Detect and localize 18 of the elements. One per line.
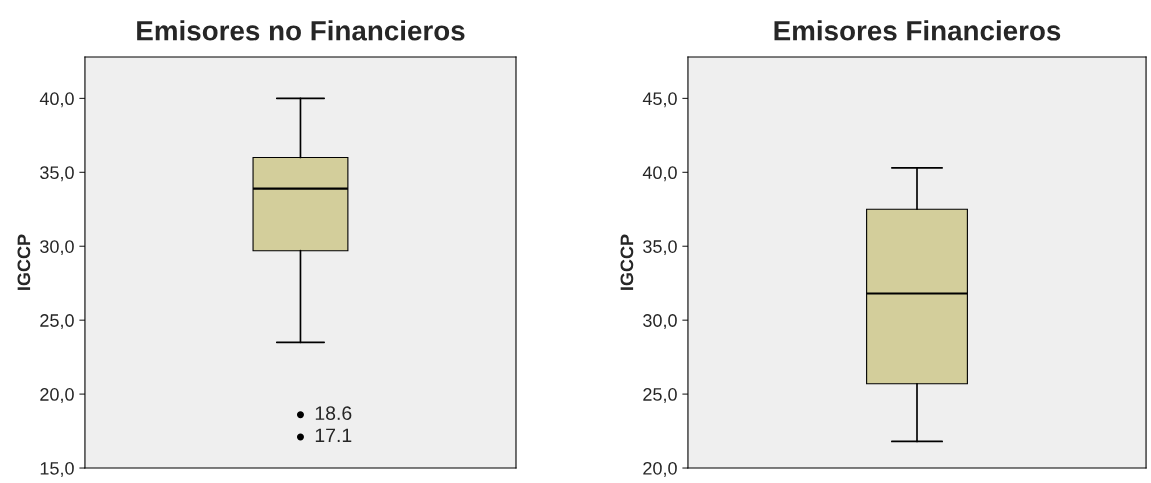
y-tick-label: 35,0: [643, 240, 677, 256]
y-tick-label: 20,0: [643, 461, 677, 477]
y-tick-label: 30,0: [643, 314, 677, 330]
y-tick-label: 20,0: [40, 388, 74, 403]
annotation: 17.1: [315, 428, 352, 443]
y-tick-label: 40,0: [642, 166, 677, 182]
y-tick-label: 35,0: [40, 166, 74, 182]
annotation: 18.6: [315, 406, 352, 421]
y-axis-title: IGCCP: [620, 234, 634, 290]
y-tick-label: 45,0: [642, 92, 677, 108]
y-tick-label: 25,0: [40, 314, 74, 330]
y-axis-title: IGCCP: [17, 234, 31, 290]
y-tick-label: 30,0: [40, 240, 74, 256]
chart-title: Emisores no Financieros: [137, 20, 465, 41]
y-tick-label: 40,0: [39, 92, 74, 108]
y-tick-label: 25,0: [643, 388, 677, 403]
y-tick-label: 15,0: [40, 461, 74, 477]
chart-title: Emisores Financieros: [774, 20, 1061, 41]
